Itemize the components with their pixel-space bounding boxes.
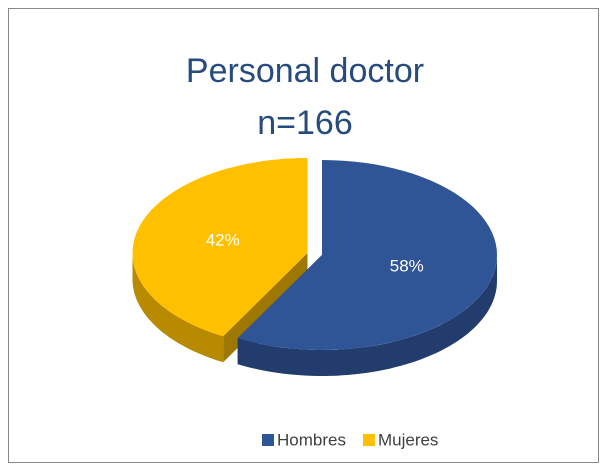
chart-subtitle: n=166 [257, 104, 353, 142]
legend-swatch [262, 434, 274, 446]
chart-title: Personal doctor [186, 52, 424, 90]
data-label: 58% [390, 256, 424, 275]
legend-label: Mujeres [378, 430, 438, 449]
slice-side [237, 255, 497, 376]
legend-swatch [362, 434, 375, 446]
data-label: 42% [206, 231, 240, 250]
slice-side [132, 253, 224, 363]
slice [132, 158, 308, 337]
legend-label: Hombres [277, 430, 346, 449]
slice [237, 160, 497, 350]
